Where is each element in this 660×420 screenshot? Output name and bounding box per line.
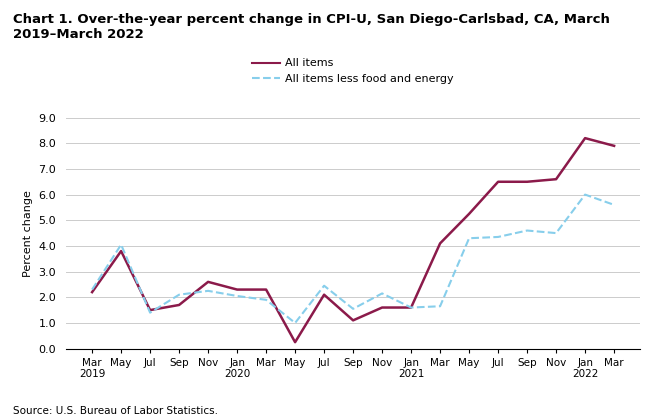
All items less food and energy xyxy=(233,294,241,299)
All items less food and energy xyxy=(523,228,531,233)
All items xyxy=(117,249,125,254)
All items less food and energy xyxy=(494,234,502,239)
All items xyxy=(610,143,618,148)
All items xyxy=(320,292,328,297)
All items less food and energy xyxy=(436,304,444,309)
Text: Source: U.S. Bureau of Labor Statistics.: Source: U.S. Bureau of Labor Statistics. xyxy=(13,406,218,416)
All items xyxy=(465,211,473,216)
All items less food and energy xyxy=(407,305,415,310)
All items xyxy=(349,318,357,323)
All items less food and energy xyxy=(349,306,357,311)
All items xyxy=(552,177,560,182)
All items xyxy=(581,136,589,141)
All items xyxy=(378,305,386,310)
All items less food and energy xyxy=(262,297,270,302)
All items xyxy=(436,241,444,246)
All items less food and energy xyxy=(581,192,589,197)
All items xyxy=(204,279,212,284)
Text: Chart 1. Over-the-year percent change in CPI-U, San Diego-Carlsbad, CA, March
20: Chart 1. Over-the-year percent change in… xyxy=(13,13,610,41)
All items less food and energy xyxy=(610,202,618,207)
All items less food and energy xyxy=(146,310,154,315)
Line: All items less food and energy: All items less food and energy xyxy=(92,194,614,323)
All items less food and energy xyxy=(117,242,125,247)
All items xyxy=(262,287,270,292)
All items xyxy=(523,179,531,184)
All items less food and energy xyxy=(378,291,386,296)
Legend: All items, All items less food and energy: All items, All items less food and energ… xyxy=(252,58,454,84)
All items less food and energy xyxy=(465,236,473,241)
Line: All items: All items xyxy=(92,138,614,342)
All items xyxy=(88,290,96,295)
All items less food and energy xyxy=(175,292,183,297)
All items less food and energy xyxy=(320,283,328,288)
All items xyxy=(233,287,241,292)
All items xyxy=(175,302,183,307)
All items xyxy=(291,340,299,345)
All items less food and energy xyxy=(204,288,212,293)
Y-axis label: Percent change: Percent change xyxy=(23,190,33,276)
All items less food and energy xyxy=(88,287,96,292)
All items less food and energy xyxy=(291,320,299,326)
All items xyxy=(407,305,415,310)
All items xyxy=(494,179,502,184)
All items less food and energy xyxy=(552,231,560,236)
All items xyxy=(146,307,154,312)
